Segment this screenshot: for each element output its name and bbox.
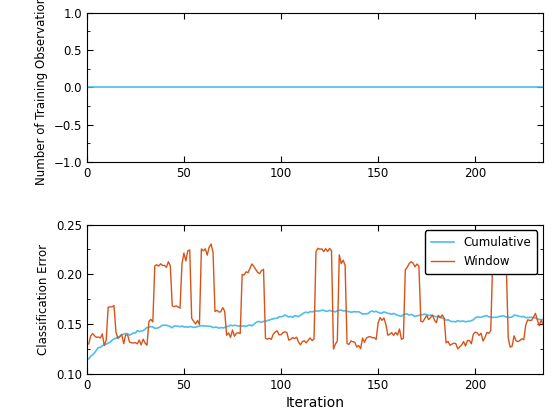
Cumulative	[105, 341, 111, 346]
Y-axis label: Classification Error: Classification Error	[38, 244, 50, 355]
Window	[330, 346, 337, 352]
Line: Window: Window	[88, 244, 543, 349]
Legend: Cumulative, Window: Cumulative, Window	[424, 231, 537, 274]
Cumulative	[338, 307, 344, 312]
Cumulative	[258, 320, 265, 325]
X-axis label: Iteration: Iteration	[286, 396, 344, 410]
Cumulative	[344, 309, 351, 314]
Cumulative	[472, 315, 479, 320]
Window	[346, 342, 352, 347]
Y-axis label: Number of Training Observations: Number of Training Observations	[35, 0, 48, 185]
Cumulative	[540, 317, 547, 322]
Window	[540, 322, 547, 327]
Window	[105, 304, 111, 310]
Line: Cumulative: Cumulative	[88, 310, 543, 359]
Window	[450, 341, 457, 346]
Cumulative	[85, 356, 92, 361]
Cumulative	[449, 319, 455, 324]
Window	[85, 341, 92, 346]
Window	[260, 267, 267, 272]
Cumulative	[209, 325, 216, 330]
Window	[208, 241, 214, 247]
Window	[474, 330, 480, 335]
Window	[212, 309, 218, 314]
